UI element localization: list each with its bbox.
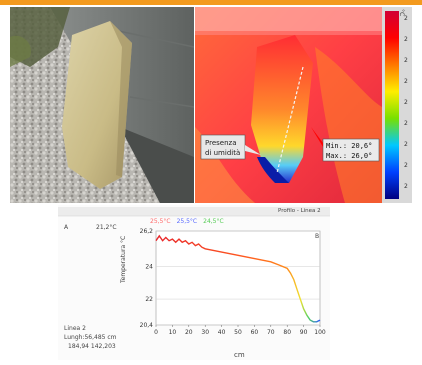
scale-tick-label: 2 xyxy=(404,141,408,148)
y-tick-label: 26,2 xyxy=(140,228,154,235)
x-tick-label: 40 xyxy=(218,329,226,336)
thermal-image: Presenza di umidità Min.: 20,6° Max.: 26… xyxy=(195,7,382,203)
cursor-temp-value: 21,2°C xyxy=(96,224,117,231)
plot-area xyxy=(155,230,321,326)
scale-tick-label: 2 xyxy=(404,183,408,190)
marker-b-label: B xyxy=(315,233,320,240)
profile-chart-panel: 26,2 24 22 20,4 0 10 20 30 40 50 60 70 80 90 100 A 21,… xyxy=(58,205,330,360)
y-tick-label: 22 xyxy=(145,296,153,303)
x-tick-label: 30 xyxy=(201,329,209,336)
stone-photo xyxy=(10,7,194,203)
scale-tick-label: 2 xyxy=(404,36,408,43)
scale-unit: °C xyxy=(398,9,405,17)
y-tick-label: 24 xyxy=(145,264,153,271)
marker-a-label: A xyxy=(64,224,69,231)
scale-tick-label: 2 xyxy=(404,162,408,169)
line-info-coords: 184,94 142,203 xyxy=(68,343,116,350)
x-tick-label: 10 xyxy=(169,329,177,336)
x-axis-label: cm xyxy=(234,351,245,359)
series-line xyxy=(155,234,321,323)
y-axis-label: Temperatura °C xyxy=(120,235,127,283)
x-tick-label: 80 xyxy=(283,329,291,336)
legend: 25,5°C 25,5°C 24,5°C xyxy=(150,218,224,228)
line-info-name: Linea 2 xyxy=(64,325,86,332)
min-temp-label: Min.: 20,6° xyxy=(326,142,372,150)
thermal-annotation-line1: Presenza xyxy=(205,139,236,147)
window-title: Profilo - Linea 2 xyxy=(278,208,321,214)
profile-chart: 26,2 24 22 20,40 10 20 30 40 50 60 70 80 90 100 xyxy=(58,205,330,360)
line-info-length: Lungh:56,485 cm xyxy=(64,334,117,341)
x-tick-label: 60 xyxy=(251,329,259,336)
y-tick-label: 20,4 xyxy=(140,322,154,329)
legend-entry: 25,5°C xyxy=(150,218,171,225)
x-tick-label: 90 xyxy=(300,329,308,336)
scale-tick-label: 2 xyxy=(404,120,408,127)
x-tick-label: 0 xyxy=(154,329,158,336)
legend-entry: 24,5°C xyxy=(203,218,224,225)
scale-tick-label: 2 xyxy=(404,78,408,85)
scale-tick-label: 2 xyxy=(404,15,408,22)
legend-entry: 25,5°C xyxy=(176,218,198,225)
x-tick-label: 50 xyxy=(234,329,242,336)
scale-tick-label: 2 xyxy=(404,99,408,106)
x-tick-label: 70 xyxy=(267,329,275,336)
color-scale-bar xyxy=(385,11,399,199)
x-tick-label: 100 xyxy=(314,329,326,336)
max-temp-label: Max.: 26,0° xyxy=(326,152,372,160)
scale-tick-label: 2 xyxy=(404,57,408,64)
temperature-color-scale: °C 2 2 2 2 2 2 2 2 2 xyxy=(382,7,412,203)
thermal-annotation-line2: di umidità xyxy=(205,149,240,157)
x-tick-label: 20 xyxy=(185,329,193,336)
top-accent-bar xyxy=(0,0,422,5)
